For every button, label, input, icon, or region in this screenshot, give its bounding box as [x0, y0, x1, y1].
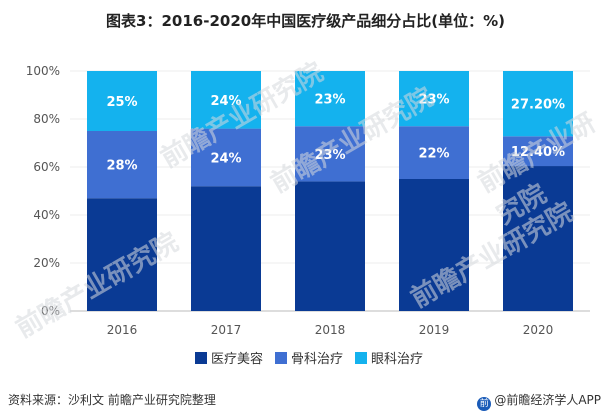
bar-segment [295, 126, 365, 182]
y-tick-label: 0% [41, 304, 60, 318]
legend-label: 骨科治疗 [291, 352, 343, 367]
bar-segment [503, 166, 573, 311]
data-label: 24% [210, 94, 241, 109]
bar-segment [191, 71, 261, 129]
data-label: 27.20% [511, 98, 565, 113]
legend: 医疗美容 骨科治疗 眼科治疗 [195, 351, 423, 367]
y-tick-label: 20% [33, 256, 60, 270]
y-tick-label: 40% [33, 208, 60, 222]
data-label: 12.40% [511, 145, 565, 160]
data-label: 23% [314, 148, 345, 163]
bar-segment [503, 71, 573, 137]
bar-segment [87, 71, 157, 131]
y-tick-label: 100% [26, 64, 60, 78]
x-tick-label: 2020 [523, 323, 554, 337]
bar-segment [503, 136, 573, 167]
bar-segment [399, 179, 469, 311]
data-label: 23% [418, 93, 449, 108]
data-label: 24% [210, 151, 241, 166]
chart-title: 图表3：2016-2020年中国医疗级产品细分占比(单位：%) [106, 12, 505, 30]
data-label: 23% [314, 93, 345, 108]
data-label: 28% [106, 159, 137, 174]
labels-layer: 28% 25% 24% 24% 23% 23% 22% 23% 12.40% 27.20% [106, 93, 565, 174]
x-tick-label: 2019 [419, 323, 450, 337]
y-tick-label: 80% [33, 112, 60, 126]
axis-layer: 0% 20% 40% 60% 80% 100% 2016 2017 2018 2019 2020 [26, 64, 554, 337]
x-tick-label: 2018 [315, 323, 346, 337]
x-tick-label: 2017 [211, 323, 242, 337]
data-label: 22% [418, 147, 449, 162]
legend-label: 医疗美容 [211, 351, 263, 367]
bar-segment [191, 186, 261, 311]
bar-segment [295, 181, 365, 311]
bar-segment [399, 71, 469, 127]
bar-segment [87, 131, 157, 199]
legend-swatch [195, 352, 207, 364]
bar-segment [399, 126, 469, 179]
x-tick-label: 2016 [107, 323, 138, 337]
legend-label: 眼科治疗 [371, 352, 423, 367]
brand-credit: 前 @前瞻经济学人APP [477, 391, 601, 411]
bar-segment [295, 71, 365, 127]
legend-swatch [275, 352, 287, 364]
data-label: 25% [106, 95, 137, 110]
bar-segment [191, 128, 261, 187]
brand-logo-icon: 前 [477, 397, 492, 411]
legend-swatch [355, 352, 367, 364]
source-note: 资料来源：沙利文 前瞻产业研究院整理 [8, 393, 216, 407]
brand-credit-label: @前瞻经济学人APP [494, 393, 601, 407]
y-tick-label: 60% [33, 160, 60, 174]
bars-layer [87, 71, 573, 311]
bar-segment [87, 198, 157, 311]
